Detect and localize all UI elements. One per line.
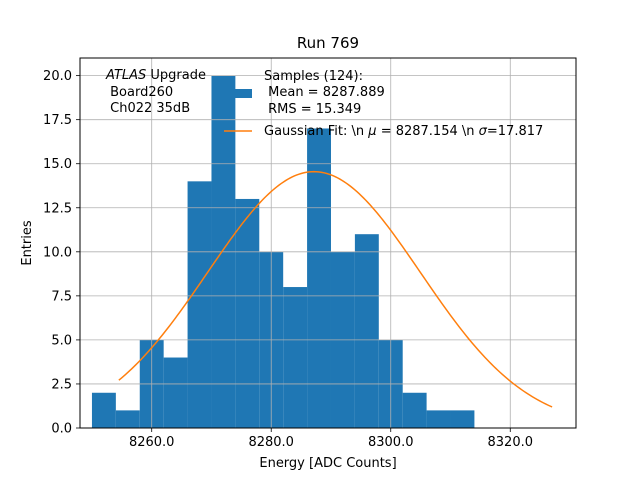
legend-fit-sigma-value: =17.817: [487, 124, 543, 139]
histogram-bar: [307, 128, 331, 428]
grid-layer: [80, 58, 576, 429]
y-tick-label: 7.5: [51, 289, 72, 304]
atlas-label-rest: Upgrade: [146, 68, 206, 83]
y-tick-label: 2.5: [51, 377, 72, 392]
histogram-bar: [426, 410, 451, 428]
chart-title: Run 769: [297, 34, 359, 52]
x-tick-label: 8320.0: [488, 435, 534, 450]
y-tick-label: 12.5: [43, 201, 72, 216]
histogram-bar: [402, 392, 427, 428]
legend-samples-line2: Mean = 8287.889: [264, 85, 385, 100]
y-axis-label: Entries: [20, 220, 35, 266]
x-tick-label: 8300.0: [368, 435, 414, 450]
y-tick-label: 15.0: [43, 157, 72, 172]
legend-samples-line3: RMS = 15.349: [264, 102, 361, 117]
x-tick-label: 8280.0: [248, 435, 294, 450]
histogram-bar: [354, 234, 379, 428]
plot-area-frame: [79, 57, 577, 429]
y-tick-label: 20.0: [43, 69, 72, 84]
legend-fit-mu-value: = 8287.154 \n: [377, 124, 479, 139]
histogram-bar: [187, 181, 212, 428]
legend-fit-sigma-symbol: σ: [479, 124, 488, 139]
x-axis-ticks: 8260.0 8280.0 8300.0 8320.0: [129, 428, 533, 450]
y-tick-label: 10.0: [43, 245, 72, 260]
legend-samples-swatch: [224, 89, 252, 98]
atlas-annotation: ATLAS Upgrade Board260 Ch022 35dB: [105, 68, 206, 116]
y-tick-label: 17.5: [43, 113, 72, 128]
gaussian-fit-layer: [118, 170, 553, 408]
legend: Samples (124): Mean = 8287.889 RMS = 15.…: [224, 69, 543, 139]
x-axis-label: Energy [ADC Counts]: [259, 456, 396, 471]
y-tick-label: 0.0: [51, 422, 72, 437]
histogram-bar: [450, 410, 475, 428]
histogram-bar: [235, 198, 260, 428]
legend-fit-mu-symbol: μ: [367, 124, 376, 139]
legend-fit-label: Gaussian Fit: \n μ = 8287.154 \n σ=17.81…: [264, 124, 543, 139]
histogram-bar: [283, 287, 308, 428]
x-tick-label: 8260.0: [129, 435, 175, 450]
y-axis-ticks: 0.0 2.5 5.0 7.5 10.0 12.5 15.0 17.5 20.0: [43, 69, 80, 437]
histogram-bar: [163, 357, 188, 428]
board-label: Board260: [106, 85, 173, 100]
channel-label: Ch022 35dB: [106, 101, 190, 116]
histogram-bar: [91, 392, 116, 428]
legend-samples-line1: Samples (124):: [264, 69, 363, 84]
y-tick-label: 5.0: [51, 333, 72, 348]
histogram-bar: [115, 410, 140, 428]
atlas-label: ATLAS Upgrade: [105, 68, 206, 83]
legend-fit-prefix: Gaussian Fit: \n: [264, 124, 368, 139]
atlas-label-italic: ATLAS: [105, 68, 146, 83]
gaussian-fit-curve: [118, 170, 553, 408]
